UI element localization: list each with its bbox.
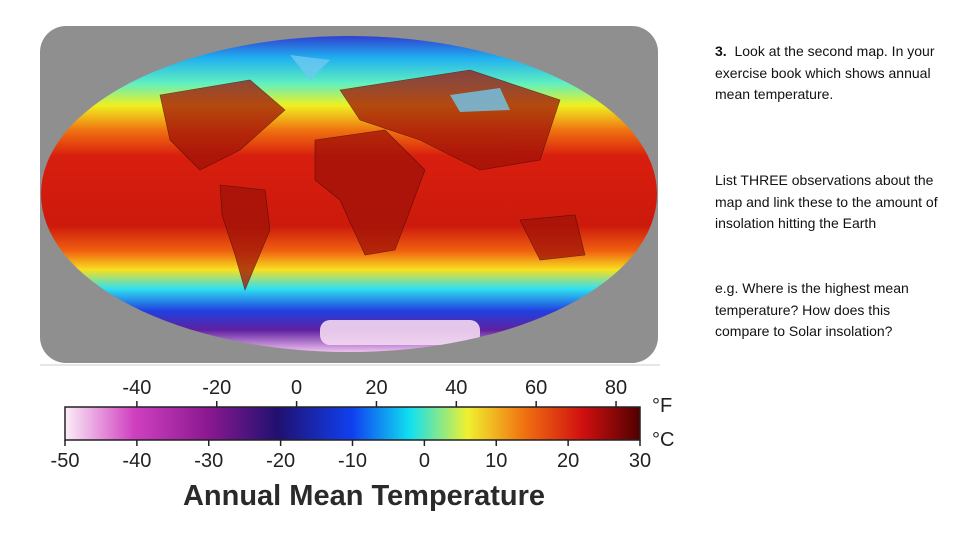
fahrenheit-tick-label: 80 [605,377,627,399]
task: List THREE observations about the map an… [715,172,938,232]
celsius-tick-label: 30 [629,450,651,472]
question: 3. Look at the second map. In your exerc… [715,41,947,106]
celsius-tick-label: 0 [419,450,430,472]
celsius-tick-label: -10 [338,450,367,472]
fahrenheit-tick-label: 60 [525,377,547,399]
legend-title: Annual Mean Temperature [183,480,545,512]
celsius-tick-label: -30 [194,450,223,472]
fahrenheit-tick-label: -40 [122,377,151,399]
colorbar [64,406,641,441]
map-figure: °F °C Annual Mean Temperature -50 -40 -30 -… [40,26,674,512]
unit-label: °F [652,395,672,417]
celsius-tick-label: -50 [51,450,80,472]
fahrenheit-tick-label: 20 [365,377,387,399]
fahrenheit-tick-label: -20 [202,377,231,399]
unit-label: °C [652,429,674,451]
question-number: 3. [715,43,727,59]
celsius-tick-label: 20 [557,450,579,472]
celsius-tick-label: 10 [485,450,507,472]
question-text: Look at the second map. In your exercise… [715,43,935,103]
celsius-tick-label: -20 [266,450,295,472]
fahrenheit-tick-label: 40 [445,377,467,399]
continents [159,69,586,291]
antarctica [320,320,480,345]
celsius-tick-label: -40 [122,450,151,472]
cold-regions [290,55,510,112]
fahrenheit-tick-label: 0 [291,377,302,399]
example: e.g. Where is the highest mean temperatu… [715,280,909,340]
